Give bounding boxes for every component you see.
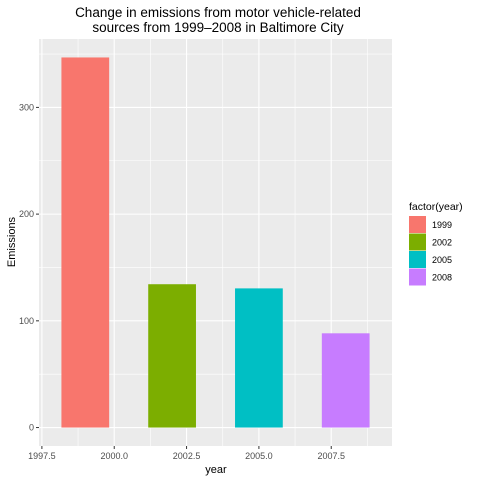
legend-title: factor(year): [409, 201, 463, 213]
bar-2005: [235, 288, 283, 428]
legend-swatch-2005: [409, 251, 426, 268]
chart-title: Change in emissions from motor vehicle-r…: [75, 5, 361, 35]
y-tick-label: 0: [29, 423, 34, 433]
x-tick-label: 2002.5: [173, 451, 201, 461]
x-axis: 1997.5 2000.0 2002.5 2005.0 2007.5: [28, 446, 345, 461]
bar-1999: [61, 57, 110, 428]
bar-2002: [148, 284, 196, 428]
legend: factor(year) 1999 2002 2005 2008: [409, 201, 463, 286]
legend-swatch-2008: [409, 268, 426, 286]
legend-label-1999: 1999: [432, 220, 452, 230]
legend-label-2002: 2002: [432, 238, 452, 248]
y-tick-label: 200: [19, 209, 34, 219]
legend-label-2008: 2008: [432, 273, 452, 283]
y-tick-label: 300: [19, 102, 34, 112]
legend-swatch-2002: [409, 233, 426, 251]
x-axis-title: year: [205, 464, 227, 476]
x-tick-label: 2007.5: [317, 451, 345, 461]
y-axis-title: Emissions: [6, 216, 18, 267]
y-tick-label: 100: [19, 316, 34, 326]
legend-label-2005: 2005: [432, 255, 452, 265]
chart-title-line-2: sources from 1999–2008 in Baltimore City: [92, 20, 344, 35]
x-tick-label: 1997.5: [28, 451, 56, 461]
chart-title-line-1: Change in emissions from motor vehicle-r…: [75, 5, 361, 20]
y-axis: 0 100 200 300: [19, 102, 39, 433]
x-tick-label: 2000.0: [100, 451, 128, 461]
bar-2008: [321, 333, 370, 428]
bars: [61, 57, 370, 428]
x-tick-label: 2005.0: [245, 451, 273, 461]
legend-swatch-1999: [409, 216, 426, 233]
